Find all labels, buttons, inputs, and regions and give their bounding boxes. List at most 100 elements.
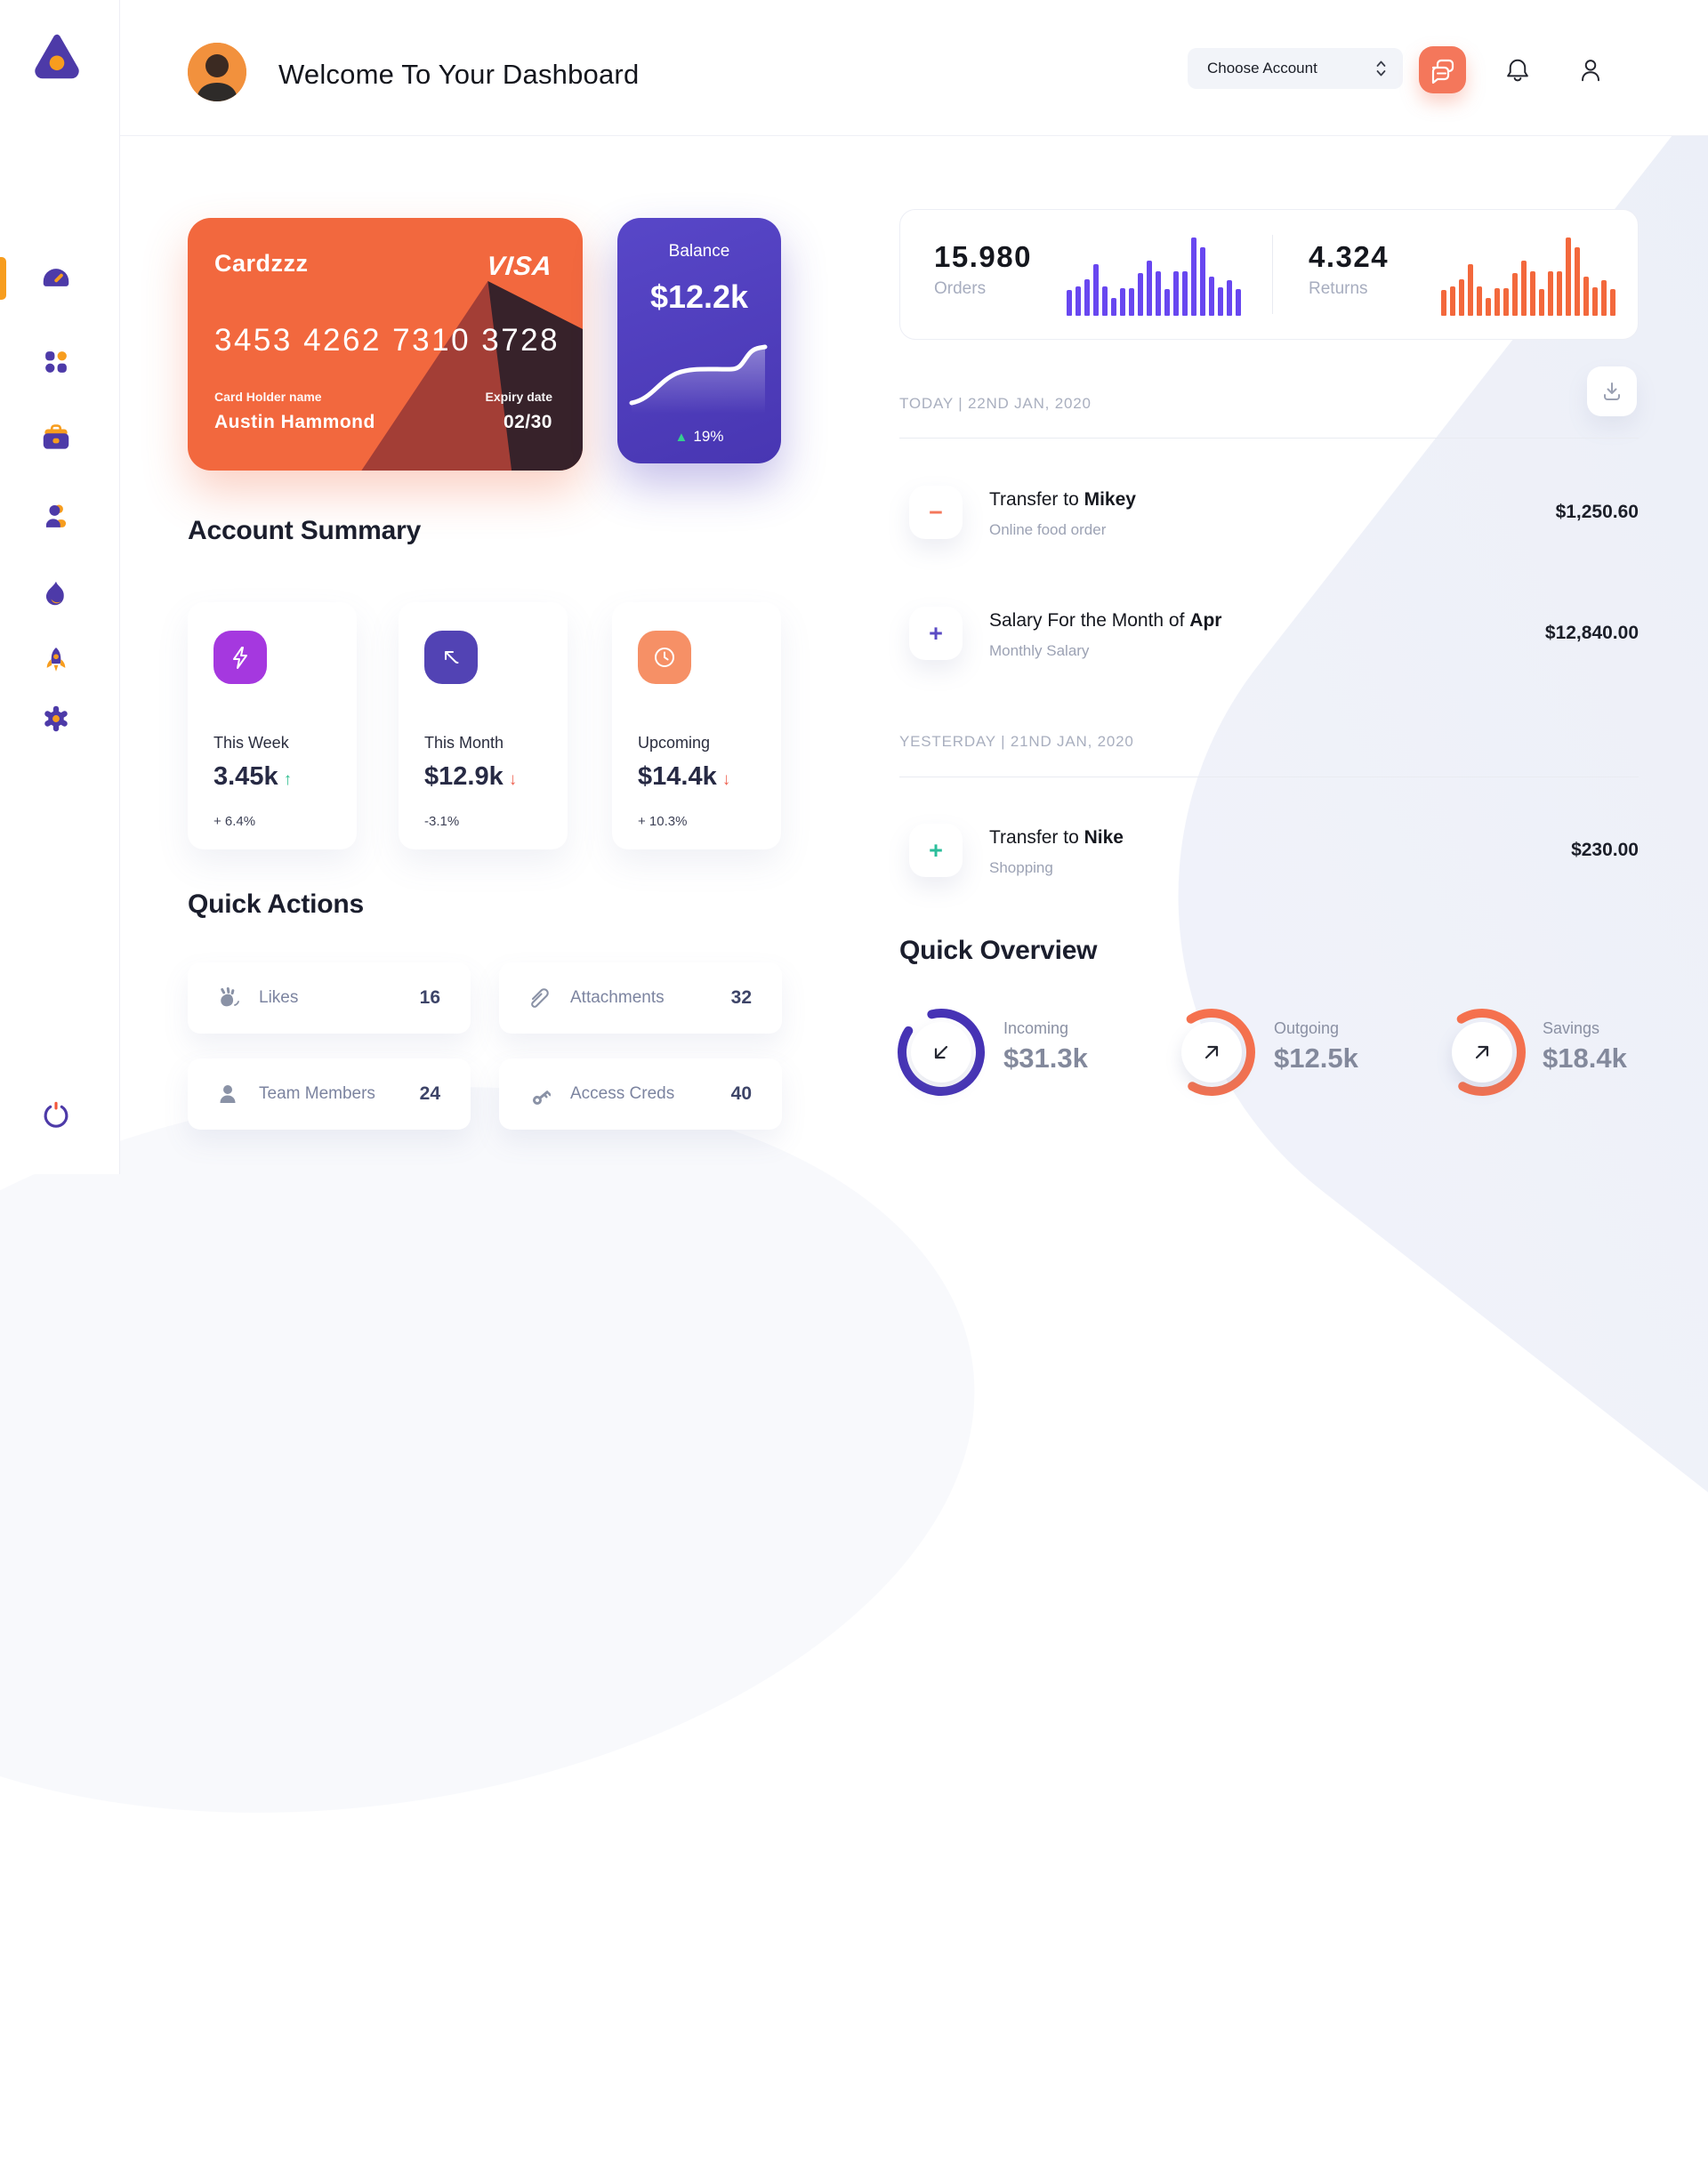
flame-icon [45,581,64,606]
sidebar-item-apps[interactable] [37,343,75,381]
orders-value: 15.980 [934,240,1032,273]
paperclip-icon [531,988,549,1008]
account-selector[interactable]: Choose Account [1188,48,1403,89]
returns-bar-chart [1441,237,1615,316]
summary-label: This Month [424,734,504,752]
overview-label: Outgoing [1274,1019,1340,1037]
trend-arrow-icon [424,631,478,684]
notifications-button[interactable] [1499,52,1536,89]
summary-change: + 6.4% [214,814,256,829]
main-content: Cardzzz VISA 3453 4262 7310 3728 Card Ho… [188,209,1639,1130]
quick-action-count: 16 [419,987,440,1008]
quick-action-attachments[interactable]: Attachments 32 [499,962,782,1034]
profile-button[interactable] [1572,52,1609,89]
orders-label: Orders [934,279,987,298]
download-icon [1604,382,1620,400]
transaction-row-mikey[interactable]: − Transfer to Mikey Online food order $1… [899,486,1639,543]
quick-action-access-creds[interactable]: Access Creds 40 [499,1058,782,1130]
up-arrow: ↑ [283,770,293,789]
dashboard-icon [43,269,69,286]
balance-change: ▲ 19% [674,428,724,445]
transaction-row-salary[interactable]: + Salary For the Month of Apr Monthly Sa… [899,607,1639,664]
header: Welcome To Your Dashboard Choose Account [120,0,1708,136]
date-label-yesterday: YESTERDAY | 21ND JAN, 2020 [899,733,1134,750]
donut-savings [1438,1008,1527,1097]
balance-title: Balance [668,242,730,261]
quick-action-label: Likes [259,988,299,1007]
donut-center [911,1022,971,1082]
summary-card-upcoming[interactable]: Upcoming $14.4k ↓ + 10.3% [612,602,781,849]
apps-grid-icon [45,351,67,373]
settings-gear-icon [44,705,68,732]
down-arrow: ↓ [721,770,731,789]
transaction-amount: $1,250.60 [1555,502,1639,522]
arrow-up-right-icon [1475,1045,1489,1059]
visa-logo: VISA [485,252,554,281]
transaction-subtitle: Online food order [989,521,1107,538]
card-holder-name: Austin Hammond [214,412,375,432]
chat-icon [1431,59,1454,84]
card-expiry-label: Expiry date [485,390,552,404]
clap-hands-icon [221,986,239,1007]
person-icon [220,1085,236,1103]
summary-label: This Week [214,734,289,752]
trend-up-icon: ▲ [674,430,689,445]
quick-action-count: 24 [419,1083,440,1104]
balance-value: $12.2k [649,278,749,315]
sidebar-item-launch[interactable] [37,642,75,680]
arrow-down-left-icon [934,1045,948,1059]
date-label-today: TODAY | 22ND JAN, 2020 [899,395,1092,412]
sidebar-item-work[interactable] [37,419,75,456]
rocket-icon [46,647,66,672]
sidebar-item-settings[interactable] [37,700,75,737]
summary-card-this-month[interactable]: This Month $12.9k ↓ -3.1% [399,602,568,849]
profile-icon [1582,60,1599,82]
page-title: Welcome To Your Dashboard [278,59,640,90]
donut-incoming [897,1008,986,1097]
chat-button[interactable] [1419,46,1466,93]
select-chevrons-icon [1376,60,1386,76]
transaction-subtitle: Monthly Salary [989,642,1090,659]
sidebar-item-dashboard[interactable] [37,261,75,298]
credit-icon: + [909,824,963,877]
summary-change: -3.1% [424,814,460,829]
user-avatar[interactable] [188,43,246,101]
download-button[interactable] [1587,366,1637,416]
overview-value: $31.3k [1003,1042,1088,1074]
quick-action-count: 40 [730,1083,752,1104]
key-icon [532,1091,551,1105]
orders-returns-card: 15.980 Orders 4.324 Returns [899,209,1639,340]
donut-outgoing [1167,1008,1256,1097]
quick-actions-heading: Quick Actions [188,889,364,919]
transaction-title: Transfer to Nike [989,827,1124,848]
sidebar [0,0,120,1174]
summary-value: 3.45k ↑ [214,762,293,791]
clock-icon [638,631,691,684]
summary-value: $14.4k ↓ [638,762,731,791]
transaction-title: Transfer to Mikey [989,489,1136,510]
briefcase-icon [43,424,69,449]
bell-icon [1507,59,1528,82]
sidebar-item-activity[interactable] [37,575,75,613]
overview-label: Savings [1543,1019,1600,1037]
card-holder-label: Card Holder name [214,390,322,404]
quick-action-likes[interactable]: Likes 16 [188,962,471,1034]
quick-overview-heading: Quick Overview [899,936,1098,965]
sidebar-item-team[interactable] [37,498,75,535]
returns-value: 4.324 [1309,240,1390,273]
orders-bar-chart [1067,237,1241,316]
donut-center [1452,1022,1512,1082]
debit-icon: − [909,486,963,539]
sidebar-item-logout[interactable] [37,1096,75,1133]
overview-label: Incoming [1003,1019,1069,1037]
transaction-row-nike[interactable]: + Transfer to Nike Shopping $230.00 [899,824,1639,881]
account-summary-heading: Account Summary [188,516,422,545]
quick-action-count: 32 [730,987,752,1008]
card-number: 3453 4262 7310 3728 [214,323,560,358]
summary-card-this-week[interactable]: This Week 3.45k ↑ + 6.4% [188,602,357,849]
donut-center [1181,1022,1242,1082]
quick-action-team-members[interactable]: Team Members 24 [188,1058,471,1130]
app-logo[interactable] [32,30,82,80]
balance-sparkline [629,344,768,414]
summary-label: Upcoming [638,734,711,752]
